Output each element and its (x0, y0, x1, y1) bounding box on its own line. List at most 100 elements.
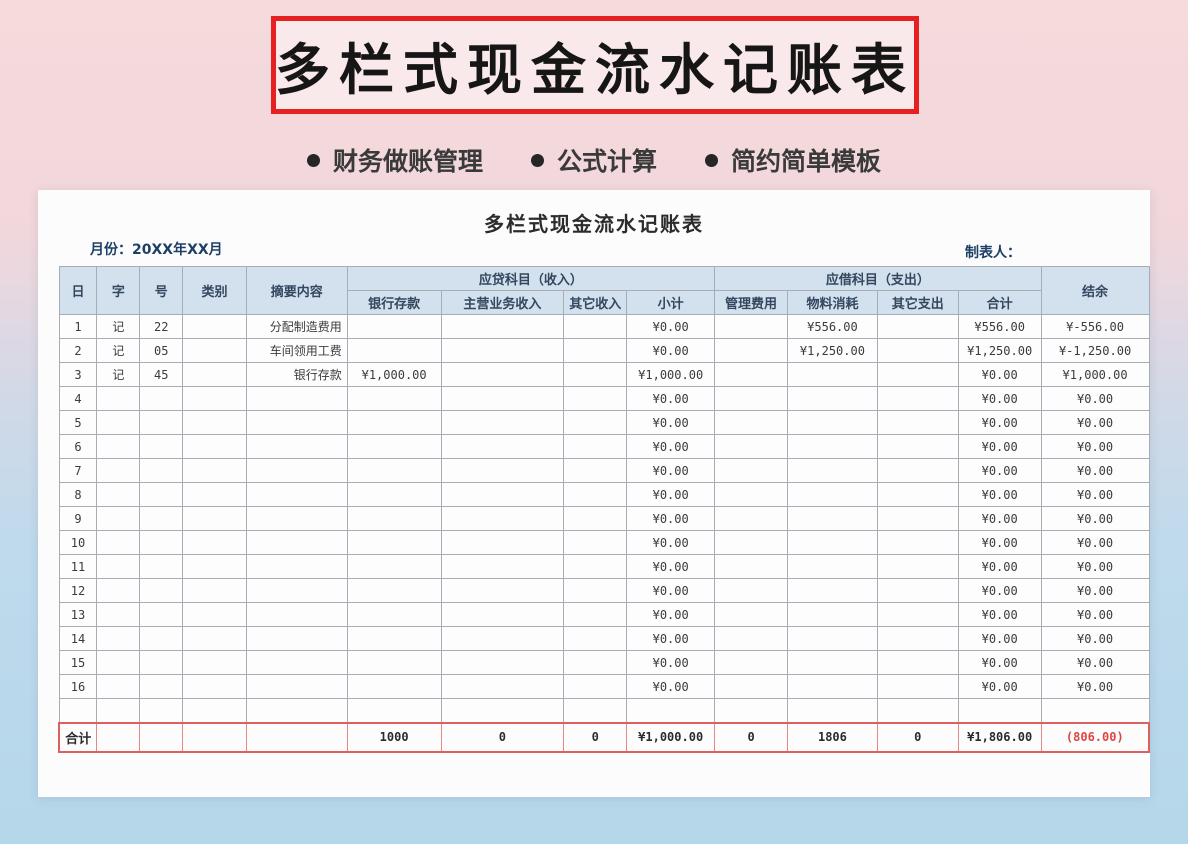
total-category-cell (182, 721, 247, 753)
cell-other_out (876, 434, 959, 459)
table-row: 2 记 05 车间领用工费 ¥0.00 ¥1,250.00 ¥1,250.00 ¥-1,250… (58, 338, 1150, 363)
bullet-icon (530, 153, 544, 167)
cell-bank (346, 602, 442, 627)
bullet-icon (306, 153, 320, 167)
cell-admin (714, 554, 789, 579)
total-other-expense: 0 (876, 721, 959, 753)
table-row: 13 ¥0.00 ¥0.00 ¥0.00 (58, 602, 1150, 627)
cell-word (96, 434, 141, 459)
cell-day: 14 (58, 626, 98, 651)
col-header-subtotal: 小计 (626, 290, 716, 315)
cell-bank (346, 530, 442, 555)
col-header-balance: 结余 (1040, 266, 1150, 315)
cell-bank (346, 650, 442, 675)
cell-no (139, 458, 184, 483)
cell-day: 2 (58, 338, 98, 363)
cell-total: ¥0.00 (957, 458, 1042, 483)
cell-subtotal: ¥0.00 (626, 578, 716, 603)
cell-bank (346, 674, 442, 699)
cell-balance: ¥0.00 (1040, 482, 1150, 507)
total-main-income: 0 (440, 721, 565, 753)
cell-no (139, 482, 184, 507)
cell-word (96, 410, 141, 435)
cell-material (787, 506, 878, 531)
cell-balance: ¥0.00 (1040, 674, 1150, 699)
cell-total: ¥0.00 (957, 602, 1042, 627)
cell-admin (714, 506, 789, 531)
cell-total (957, 698, 1042, 723)
cell-admin (714, 338, 789, 363)
total-subtotal: ¥1,000.00 (626, 721, 716, 753)
cell-material (787, 626, 878, 651)
cell-material (787, 386, 878, 411)
feature-item: 公式计算 (530, 142, 657, 178)
table-row: 4 ¥0.00 ¥0.00 ¥0.00 (58, 386, 1150, 411)
cell-subtotal: ¥0.00 (626, 314, 716, 339)
cell-balance: ¥0.00 (1040, 626, 1150, 651)
cell-word (96, 554, 141, 579)
cell-other_in (563, 314, 628, 339)
cell-main (440, 338, 565, 363)
cell-summary (245, 674, 348, 699)
cell-material (787, 530, 878, 555)
cell-no (139, 386, 184, 411)
cell-admin (714, 458, 789, 483)
col-header-no: 号 (139, 266, 184, 315)
cell-word: 记 (96, 362, 141, 387)
cell-word (96, 530, 141, 555)
table-row: 11 ¥0.00 ¥0.00 ¥0.00 (58, 554, 1150, 579)
cell-other_out (876, 698, 959, 723)
col-header-admin-expense: 管理费用 (714, 290, 789, 315)
cell-category (182, 650, 247, 675)
cell-word (96, 650, 141, 675)
cell-bank (346, 314, 442, 339)
cell-subtotal: ¥0.00 (626, 458, 716, 483)
cell-other_out (876, 530, 959, 555)
cell-category (182, 386, 247, 411)
cell-word (96, 602, 141, 627)
cell-word (96, 698, 141, 723)
col-header-other-income: 其它收入 (563, 290, 628, 315)
cell-other_out (876, 506, 959, 531)
cell-subtotal: ¥0.00 (626, 338, 716, 363)
sheet-card: 多栏式现金流水记账表 月份：20XX年XX月 制表人： 日 字 号 类别 摘要内… (38, 190, 1150, 797)
cell-total: ¥0.00 (957, 410, 1042, 435)
cell-main (440, 698, 565, 723)
cell-other_in (563, 362, 628, 387)
cell-other_out (876, 482, 959, 507)
cell-balance: ¥0.00 (1040, 506, 1150, 531)
cell-day: 11 (58, 554, 98, 579)
cell-summary (245, 506, 348, 531)
table-row: 6 ¥0.00 ¥0.00 ¥0.00 (58, 434, 1150, 459)
cell-category (182, 530, 247, 555)
cell-other_out (876, 410, 959, 435)
table-row: 3 记 45 银行存款 ¥1,000.00 ¥1,000.00 ¥0.00 ¥1,000.00 (58, 362, 1150, 387)
cell-admin (714, 482, 789, 507)
total-total: ¥1,806.00 (957, 721, 1042, 753)
cell-day: 3 (58, 362, 98, 387)
cell-main (440, 578, 565, 603)
cell-main (440, 602, 565, 627)
cell-category (182, 362, 247, 387)
cell-day: 15 (58, 650, 98, 675)
cell-subtotal: ¥0.00 (626, 434, 716, 459)
cell-main (440, 482, 565, 507)
cell-balance: ¥0.00 (1040, 650, 1150, 675)
table-row: 5 ¥0.00 ¥0.00 ¥0.00 (58, 410, 1150, 435)
col-header-main-income: 主营业务收入 (440, 290, 565, 315)
cell-other_in (563, 386, 628, 411)
col-header-other-expense: 其它支出 (876, 290, 959, 315)
cell-bank (346, 410, 442, 435)
cell-day: 16 (58, 674, 98, 699)
cell-main (440, 530, 565, 555)
cell-no (139, 602, 184, 627)
total-word-cell (96, 721, 141, 753)
cell-material (787, 362, 878, 387)
cell-total: ¥0.00 (957, 578, 1042, 603)
cell-total: ¥0.00 (957, 626, 1042, 651)
cell-main (440, 434, 565, 459)
total-other-income: 0 (563, 721, 628, 753)
cell-category (182, 554, 247, 579)
cell-balance: ¥0.00 (1040, 386, 1150, 411)
cell-admin (714, 434, 789, 459)
